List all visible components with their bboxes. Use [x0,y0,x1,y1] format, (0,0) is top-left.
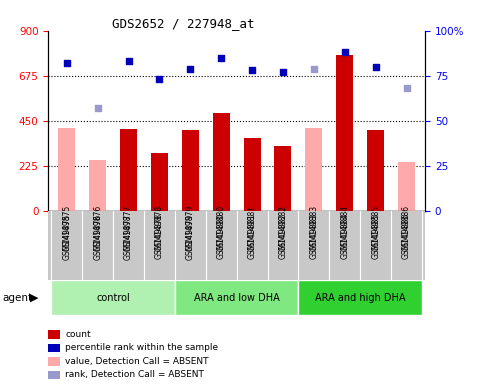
Bar [367,130,384,211]
Bar [89,160,106,211]
Text: GSM149879: GSM149879 [186,213,195,260]
Text: GSM149886: GSM149886 [402,213,411,260]
Bar [58,128,75,211]
Text: ARA and high DHA: ARA and high DHA [315,293,405,303]
Bar [274,146,291,211]
Point [310,66,318,72]
Bar [120,129,137,211]
Text: GSM149883: GSM149883 [310,213,318,260]
Text: GSM149877: GSM149877 [124,213,133,260]
Bar [182,130,199,211]
Text: percentile rank within the sample: percentile rank within the sample [65,343,218,353]
Text: GSM149884: GSM149884 [340,213,349,260]
Text: GSM149878: GSM149878 [155,213,164,260]
Text: agent: agent [2,293,32,303]
Text: GSM149876: GSM149876 [93,213,102,260]
Bar [213,113,230,211]
Bar [151,153,168,211]
Bar [51,280,175,315]
Bar [398,162,415,211]
Text: GSM149885: GSM149885 [371,213,380,260]
Point [63,60,71,66]
Text: GSM149882: GSM149882 [279,213,287,259]
Point [248,67,256,73]
Point [279,69,287,75]
Point [186,66,194,72]
Text: GSM149881: GSM149881 [248,213,256,259]
Text: control: control [96,293,130,303]
Bar [305,128,322,211]
Text: ▶: ▶ [30,293,39,303]
Text: ARA and low DHA: ARA and low DHA [194,293,280,303]
Text: GDS2652 / 227948_at: GDS2652 / 227948_at [112,17,255,30]
Bar [243,138,261,211]
Point [94,105,101,111]
Point [403,85,411,91]
Point [341,49,349,55]
Bar [336,55,353,211]
Text: value, Detection Call = ABSENT: value, Detection Call = ABSENT [65,357,209,366]
Point [372,64,380,70]
Bar [175,280,298,315]
Text: GSM149875: GSM149875 [62,213,71,260]
Text: rank, Detection Call = ABSENT: rank, Detection Call = ABSENT [65,370,204,379]
Text: count: count [65,330,91,339]
Point [156,76,163,83]
Text: GSM149880: GSM149880 [217,213,226,260]
Point [125,58,132,65]
Bar [298,280,422,315]
Point [217,55,225,61]
